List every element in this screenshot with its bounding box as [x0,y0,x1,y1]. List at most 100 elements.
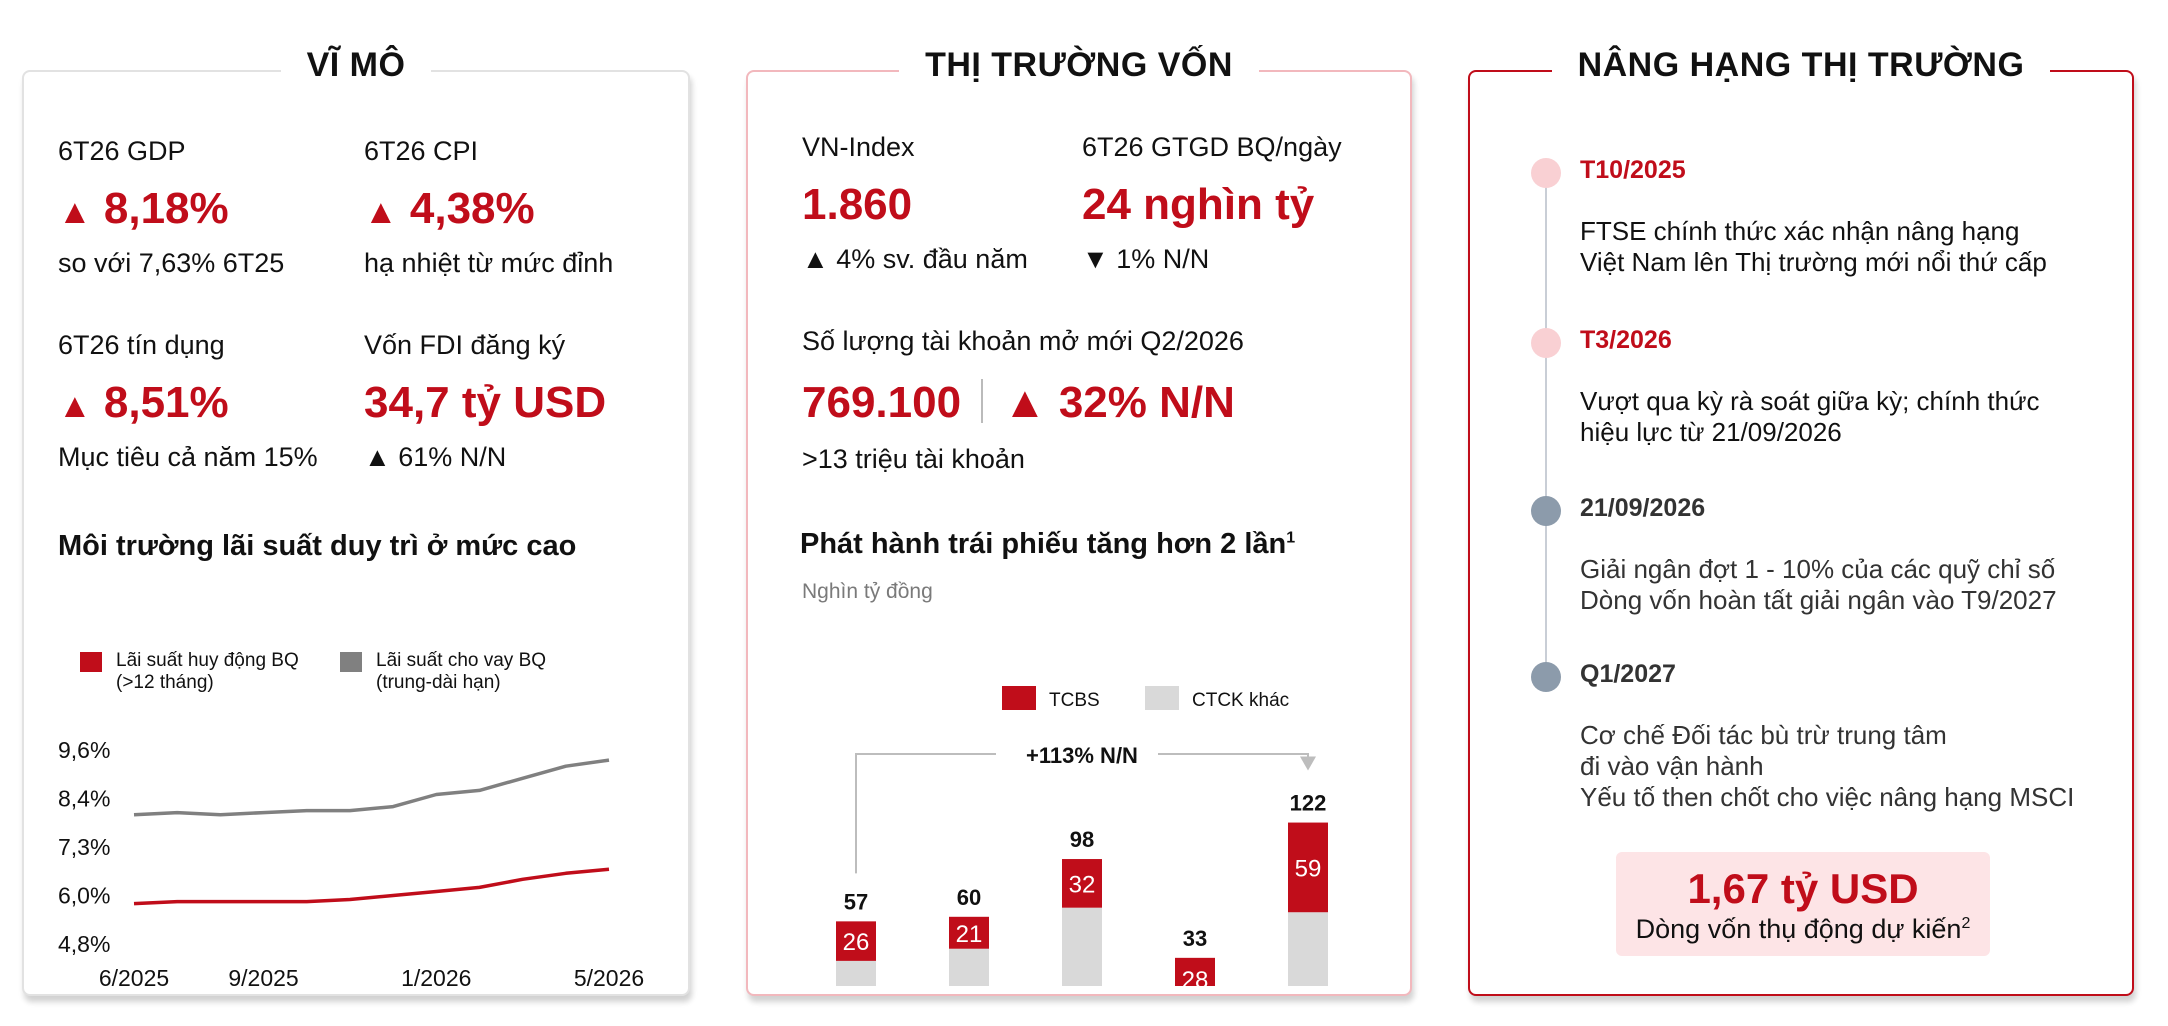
bar-total-label: 33 [1183,926,1207,951]
passive-inflow-value: 1,67 tỷ USD [1687,865,1919,912]
up-arrow-icon: ▲ [364,193,398,231]
legend-swatch-0 [1002,686,1036,710]
timeline-description: hiệu lực từ 21/09/2026 [1580,417,1842,447]
x-tick-label: 9/2025 [228,965,298,991]
fdi-note: ▲ 61% N/N [364,442,507,472]
timeline-dot [1531,662,1561,692]
interest-rate-line-chart: Lãi suất huy động BQ(>12 tháng) Lãi suất … [58,650,644,991]
timeline-date: 21/09/2026 [1580,494,1706,522]
fdi-value: 34,7 tỷ USD [364,378,607,427]
bar-total-label: 57 [844,889,868,914]
timeline-connector [1545,172,1547,676]
bar-value-label-tcbs: 21 [956,921,983,948]
legend-label-0-0: Lãi suất huy động BQ [116,650,299,671]
bar-ctck-khac [836,960,876,986]
accounts-value: 769.100 ▲ 32% N/N [802,378,1235,427]
timeline-dot [1531,158,1561,188]
x-tick-label: 6/2025 [99,965,169,991]
macro-panel: VĨ MÔ 6T26 GDP ▲ 8,18% so với 7,63% 6T25… [22,46,690,996]
credit-value: ▲ 8,51% [58,378,229,427]
gtgd-value: 24 nghìn tỷ [1082,180,1315,229]
timeline-description: Việt Nam lên Thị trường mới nổi thứ cấp [1580,247,2047,277]
timeline-date: T10/2025 [1580,156,1686,184]
timeline-description: Vượt qua kỳ rà soát giữa kỳ; chính thức [1580,386,2040,416]
timeline-date: Q1/2027 [1580,660,1676,688]
credit-note: Mục tiêu cả năm 15% [58,442,318,472]
bond-chart-unit: Nghìn tỷ đồng [802,580,933,603]
bar-total-label: 98 [1070,827,1094,852]
accounts-note: >13 triệu tài khoản [802,444,1025,474]
legend-label-1-0: Lãi suất cho vay BQ [376,650,546,671]
cpi-value: ▲ 4,38% [364,184,535,233]
timeline-description: Dòng vốn hoàn tất giải ngân vào T9/2027 [1580,585,2057,615]
bar-ctck-khac [949,948,989,986]
bond-chart-title: Phát hành trái phiếu tăng hơn 2 lần1 [800,528,1296,560]
gtgd-note: ▼ 1% N/N [1082,244,1210,274]
divider [981,379,984,423]
rate-chart-title: Môi trường lãi suất duy trì ở mức cao [58,530,577,562]
gtgd-label: 6T26 GTGD BQ/ngày [1082,132,1342,162]
legend-swatch-0 [80,652,102,672]
bar-tcbs [836,921,876,961]
fdi-label: Vốn FDI đăng ký [364,330,566,360]
vnindex-note: ▲ 4% sv. đầu năm [802,244,1028,274]
cpi-label: 6T26 CPI [364,136,479,166]
series-line-1 [133,758,610,817]
legend-label-1-1: (trung-dài hạn) [376,672,501,693]
market-upgrade-panel: NÂNG HẠNG THỊ TRƯỜNG T10/2025 FTSE chính … [1468,46,2134,996]
capital-market-panel: THỊ TRƯỜNG VỐN VN-Index 1.860 ▲ 4% sv. đ… [746,46,1412,996]
legend-label-0: TCBS [1049,690,1100,711]
bar-total-label: 60 [957,885,981,910]
market-upgrade-panel-title: NÂNG HẠNG THỊ TRƯỜNG [1551,46,2051,84]
gdp-label: 6T26 GDP [58,136,186,166]
gdp-note: so với 7,63% 6T25 [58,248,285,278]
bar-tcbs [949,916,989,949]
y-tick-label: 7,3% [58,834,110,860]
gdp-value: ▲ 8,18% [58,184,229,233]
bar-value-label-tcbs: 28 [1182,967,1209,986]
legend-swatch-1 [340,652,362,672]
legend-swatch-1 [1145,686,1179,710]
bar-ctck-khac [1062,907,1102,986]
series-line-0 [133,867,610,906]
cpi-note: hạ nhiệt từ mức đỉnh [364,248,614,278]
x-tick-label: 5/2026 [574,965,644,991]
timeline-date: T3/2026 [1580,326,1672,354]
credit-label: 6T26 tín dụng [58,330,225,360]
legend-label-1: CTCK khác [1192,690,1289,711]
growth-arrow-icon [1300,756,1316,771]
timeline-description: Cơ chế Đối tác bù trừ trung tâm [1580,720,1947,750]
timeline-dot [1531,328,1561,358]
y-tick-label: 4,8% [58,931,110,957]
up-arrow-icon: ▲ [58,387,92,425]
bar-value-label-tcbs: 59 [1295,855,1322,882]
macro-panel-title: VĨ MÔ [280,46,432,84]
passive-inflow-box: 1,67 tỷ USD Dòng vốn thụ động dự kiến2 [1616,852,1990,956]
upgrade-timeline: T10/2025 FTSE chính thức xác nhận nâng hạ… [1470,72,2132,872]
growth-connector-right [1158,753,1309,759]
up-arrow-icon: ▲ [58,193,92,231]
bar-tcbs [1175,957,1215,986]
bar-total-label: 122 [1290,791,1327,816]
bar-tcbs [1288,822,1328,913]
accounts-label: Số lượng tài khoản mở mới Q2/2026 [802,326,1244,356]
passive-inflow-label: Dòng vốn thụ động dự kiến2 [1635,914,1971,944]
y-tick-label: 8,4% [58,786,110,812]
bar-value-label-tcbs: 26 [843,929,870,956]
bar-value-label-tcbs: 32 [1069,871,1096,898]
timeline-description: Giải ngân đợt 1 - 10% của các quỹ chỉ số [1580,554,2056,584]
bar-tcbs [1062,859,1102,908]
growth-annotation: +113% N/N [1026,743,1138,768]
capital-market-panel-title: THỊ TRƯỜNG VỐN [899,46,1259,84]
growth-connector-left [855,753,996,874]
timeline-dot [1531,496,1561,526]
legend-label-0-1: (>12 tháng) [116,672,214,693]
bar-ctck-khac [1288,912,1328,986]
y-tick-label: 6,0% [58,883,110,909]
vnindex-label: VN-Index [802,132,915,162]
y-tick-label: 9,6% [58,737,110,763]
timeline-description: Yếu tố then chốt cho việc nâng hạng MSCI [1580,782,2075,812]
timeline-description: FTSE chính thức xác nhận nâng hạng [1580,216,2020,246]
vnindex-value: 1.860 [802,180,913,229]
